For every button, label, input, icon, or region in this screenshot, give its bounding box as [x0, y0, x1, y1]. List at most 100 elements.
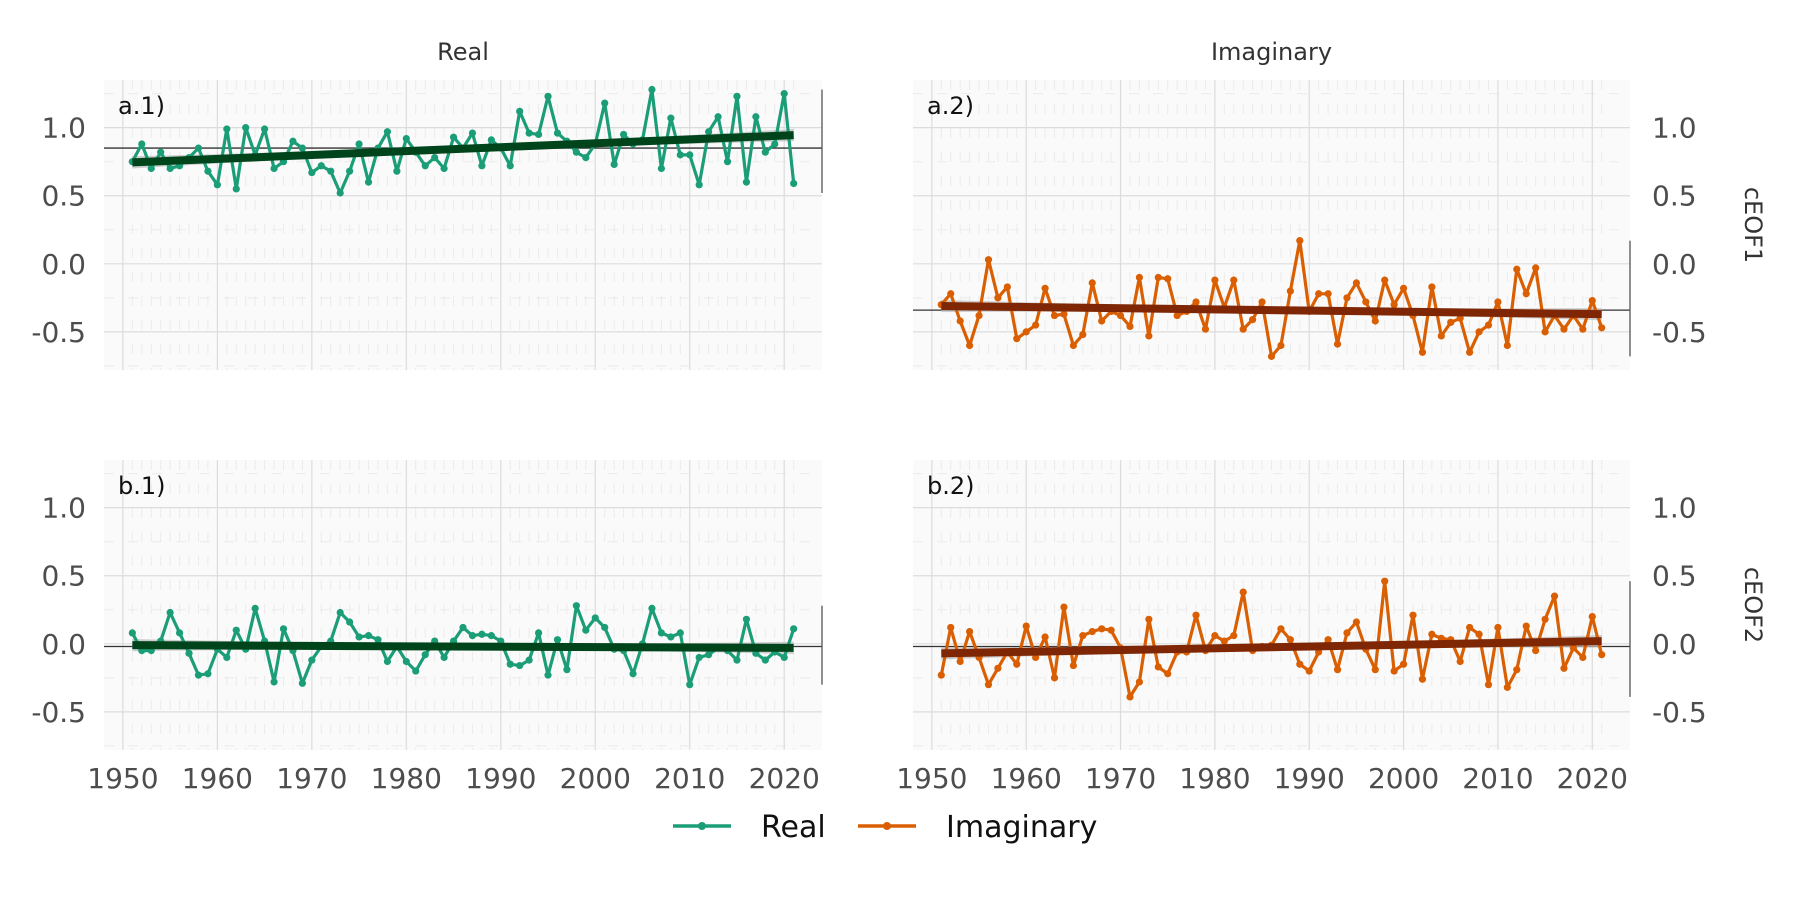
data-point [223, 653, 231, 662]
data-point [459, 623, 467, 632]
data-point [1541, 328, 1549, 336]
data-point [194, 671, 203, 679]
data-point [525, 656, 533, 664]
data-point [364, 178, 373, 186]
data-point [1022, 622, 1030, 630]
data-point [984, 256, 993, 264]
data-point [251, 604, 259, 613]
data-point [1579, 325, 1587, 333]
data-point [412, 667, 420, 675]
data-point [1088, 279, 1096, 287]
data-point [1069, 661, 1077, 670]
data-point [506, 660, 514, 668]
data-point [1258, 298, 1266, 306]
data-point [261, 125, 269, 133]
y-tick-label: 1.0 [1652, 492, 1697, 525]
data-point [298, 679, 306, 687]
data-point [1201, 325, 1210, 333]
trend-line [132, 641, 794, 652]
y-tick-label: 0.0 [41, 628, 86, 661]
data-point [1598, 324, 1606, 332]
data-point [553, 129, 562, 137]
data-point [232, 626, 240, 634]
data-point [440, 164, 448, 173]
data-point [544, 92, 552, 100]
data-point [648, 604, 656, 613]
data-point [1041, 284, 1049, 292]
data-point [1532, 264, 1540, 272]
data-point [468, 632, 477, 640]
data-point [204, 670, 212, 678]
data-point [553, 636, 562, 644]
data-point [431, 154, 439, 162]
data-point [657, 629, 665, 637]
data-point [572, 602, 580, 610]
data-point [468, 129, 477, 137]
data-point [478, 630, 486, 638]
data-point [1447, 318, 1455, 326]
data-point [966, 341, 974, 350]
data-point [1418, 348, 1427, 356]
data-point [374, 636, 382, 644]
data-point [1013, 660, 1021, 668]
legend-label-real: Real [761, 810, 826, 845]
data-point [947, 623, 955, 632]
data-point [478, 162, 486, 170]
data-point [1145, 332, 1153, 340]
x-tick-label: 2020 [1557, 762, 1628, 795]
data-point [1418, 675, 1427, 683]
data-point [289, 137, 297, 145]
data-point [695, 181, 703, 189]
data-point [166, 164, 174, 173]
data-point [270, 164, 278, 173]
data-point [657, 164, 665, 173]
data-point [723, 158, 732, 166]
data-point [1116, 311, 1125, 320]
x-tick-label: 1970 [276, 762, 347, 795]
data-point [449, 133, 458, 141]
data-point [232, 185, 240, 193]
data-point [421, 162, 429, 170]
data-point [1315, 290, 1323, 298]
data-point [402, 657, 410, 666]
data-point [516, 107, 524, 115]
data-point [582, 154, 590, 162]
data-point [1220, 637, 1228, 645]
panel-tag: b.1) [118, 472, 166, 500]
x-tick-label: 1950 [896, 762, 967, 795]
data-point [1560, 664, 1568, 672]
data-point [1286, 636, 1294, 644]
data-point [1107, 626, 1115, 634]
data-point [1569, 644, 1577, 652]
data-point [506, 162, 514, 170]
data-point [1211, 632, 1219, 640]
data-point [1371, 666, 1379, 674]
data-point [1230, 276, 1238, 284]
y-tick-label: -0.5 [1652, 696, 1707, 729]
data-point [676, 629, 684, 637]
trend-line [941, 302, 1602, 319]
data-point [1466, 623, 1474, 632]
legend-swatch-point [883, 822, 891, 830]
data-point [1428, 630, 1436, 638]
data-point [1409, 611, 1417, 619]
data-point [1532, 647, 1540, 655]
data-point [975, 311, 983, 320]
data-point [355, 633, 363, 641]
data-point [166, 608, 174, 617]
data-point [648, 85, 656, 94]
y-tick-label: -0.5 [1652, 316, 1707, 349]
data-point [487, 136, 495, 144]
data-point [1598, 651, 1606, 659]
data-point [1390, 667, 1398, 675]
data-point [937, 671, 945, 679]
data-point [1050, 311, 1059, 320]
data-point [667, 114, 675, 122]
legend: Real Imaginary [673, 810, 1097, 845]
row-title-ceof1: cEOF1 [1739, 187, 1767, 263]
data-point [1324, 290, 1332, 298]
data-point [279, 625, 288, 633]
data-point [1126, 322, 1134, 331]
